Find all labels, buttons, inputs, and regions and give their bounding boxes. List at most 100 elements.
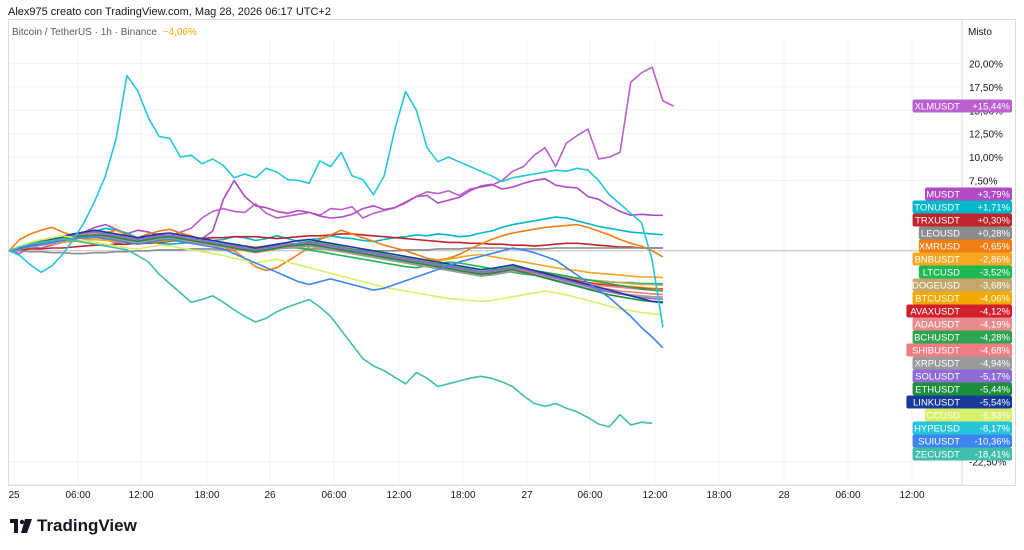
tradingview-brand: TradingView (10, 516, 137, 536)
series-line-solusdt[interactable] (8, 231, 663, 300)
series-badge-shibusdt[interactable]: SHIBUSDT -4,68% (906, 343, 1012, 357)
series-line-hypeusd[interactable] (8, 74, 664, 328)
series-badge-hypeusd[interactable]: HYPEUSD -8,17% (912, 421, 1012, 435)
badge-series-name: TONUSDT (914, 203, 960, 214)
badge-series-value: -4,19% (980, 320, 1011, 331)
series-line-shibusdt[interactable] (8, 232, 663, 296)
badge-series-name: AVAXUSDT (910, 307, 960, 318)
series-line-suiusdt[interactable] (8, 235, 664, 349)
badge-series-name: SUIUSDT (918, 437, 960, 448)
badge-bg (925, 408, 1012, 422)
badge-bg (912, 99, 1012, 113)
series-line-trxusdt[interactable] (8, 233, 663, 252)
badge-bg (912, 213, 1012, 227)
badge-series-name: SOLUSDT (915, 372, 960, 383)
badge-bg (912, 434, 1012, 448)
x-tick-label: 26 (264, 490, 276, 501)
badge-bg (918, 239, 1012, 253)
badge-bg (912, 317, 1012, 331)
series-badge-linkusdt[interactable]: LINKUSDT -5,54% (906, 395, 1012, 409)
x-tick-label: 18:00 (706, 490, 731, 501)
badge-bg (906, 304, 1012, 318)
badge-bg (912, 200, 1012, 214)
badge-bg (906, 343, 1012, 357)
x-tick-label: 06:00 (577, 490, 602, 501)
badge-series-value: -18,41% (975, 450, 1011, 461)
badge-bg (906, 395, 1012, 409)
x-tick-label: 12:00 (128, 490, 153, 501)
series-line-ethusdt[interactable] (8, 234, 663, 303)
series-line-linkusdt[interactable] (8, 229, 663, 304)
badge-series-name: TRXUSDT (915, 216, 960, 227)
series-badge-trxusdt[interactable]: TRXUSDT +0,30% (912, 213, 1012, 227)
badge-series-value: +0,30% (978, 216, 1011, 227)
badge-bg (912, 278, 1012, 292)
badge-series-name: LTCUSD (923, 268, 960, 279)
badge-series-value: -4,94% (980, 359, 1011, 370)
series-line-xmrusd[interactable] (8, 223, 664, 272)
badge-series-value: -10,36% (975, 437, 1011, 448)
x-tick-label: 28 (778, 490, 790, 501)
series-badge-ltcusd[interactable]: LTCUSD -3,52% (918, 265, 1012, 279)
series-badge-musdt[interactable]: MUSDT +3,79% (925, 187, 1012, 201)
badge-series-name: XRPUSDT (915, 359, 961, 370)
badge-series-name: HYPEUSD (914, 424, 960, 435)
badge-series-value: -2,86% (980, 255, 1011, 266)
x-tick-label: 25 (8, 490, 20, 501)
x-tick-label: 18:00 (194, 490, 219, 501)
series-line-zecusdt[interactable] (8, 237, 653, 428)
series-badge-ccusd[interactable]: CCUSD -6,83% (925, 408, 1012, 422)
series-badge-zecusdt[interactable]: ZECUSDT -18,41% (912, 447, 1012, 461)
x-tick-label: 06:00 (65, 490, 90, 501)
series-badge-xmrusd[interactable]: XMRUSD -0,65% (918, 239, 1012, 253)
series-line-xrpusdt[interactable] (8, 236, 663, 298)
badge-series-name: SHIBUSDT (912, 346, 960, 357)
badge-bg (925, 187, 1012, 201)
series-badge-tonusdt[interactable]: TONUSDT +1,71% (912, 200, 1012, 214)
badge-series-value: -0,65% (980, 242, 1011, 253)
badge-series-name: XLMUSDT (915, 102, 961, 113)
x-tick-label: 06:00 (321, 490, 346, 501)
symbol-legend[interactable]: Bitcoin / TetherUS · 1h · Binance −4,06% (12, 27, 197, 38)
series-badge-xlmusdt[interactable]: XLMUSDT +15,44% (912, 99, 1012, 113)
series-line-xlmusdt[interactable] (8, 66, 674, 255)
badge-series-name: DOGEUSD (912, 281, 960, 292)
series-badge-leousd[interactable]: LEOUSD +0,28% (918, 226, 1012, 240)
badge-series-value: -5,54% (980, 398, 1011, 409)
badge-series-name: XMRUSD (919, 242, 960, 253)
badge-series-value: -6,83% (980, 411, 1011, 422)
badge-series-value: +3,79% (978, 190, 1011, 201)
tradingview-logo-icon (10, 519, 32, 533)
series-badge-adausdt[interactable]: ADAUSDT -4,19% (912, 317, 1012, 331)
badge-series-name: ADAUSDT (915, 320, 961, 331)
x-tick-label: 27 (521, 490, 533, 501)
badge-series-name: BCHUSDT (914, 333, 960, 344)
y-tick-label: 20,00% (969, 59, 1003, 70)
badge-series-value: -3,68% (980, 281, 1011, 292)
scale-mode-label[interactable]: Misto (968, 27, 992, 38)
series-line-ccusd[interactable] (8, 235, 663, 316)
badge-series-name: LEOUSD (921, 229, 960, 240)
x-tick-label: 12:00 (386, 490, 411, 501)
y-tick-label: 17,50% (969, 83, 1003, 94)
series-badge-bchusdt[interactable]: BCHUSDT -4,28% (912, 330, 1012, 344)
series-badge-bnbusdt[interactable]: BNBUSDT -2,86% (912, 252, 1012, 266)
series-badge-ethusdt[interactable]: ETHUSDT -5,44% (912, 382, 1012, 396)
badge-bg (912, 252, 1012, 266)
badge-series-value: -4,28% (980, 333, 1011, 344)
x-tick-label: 18:00 (450, 490, 475, 501)
series-badge-solusdt[interactable]: SOLUSDT -5,17% (912, 369, 1012, 383)
badge-series-name: ETHUSDT (915, 385, 960, 396)
series-badge-dogeusd[interactable]: DOGEUSD -3,68% (912, 278, 1012, 292)
badge-series-value: -3,52% (980, 268, 1011, 279)
badge-series-value: -5,17% (980, 372, 1011, 383)
series-badge-btcusdt[interactable]: BTCUSDT -4,06% (912, 291, 1012, 305)
series-badge-avaxusdt[interactable]: AVAXUSDT -4,12% (906, 304, 1012, 318)
badge-series-name: BNBUSDT (915, 255, 961, 266)
badge-bg (918, 226, 1012, 240)
x-tick-label: 12:00 (642, 490, 667, 501)
badge-series-value: +15,44% (972, 102, 1010, 113)
series-badge-suiusdt[interactable]: SUIUSDT -10,36% (912, 434, 1012, 448)
series-badge-xrpusdt[interactable]: XRPUSDT -4,94% (912, 356, 1012, 370)
